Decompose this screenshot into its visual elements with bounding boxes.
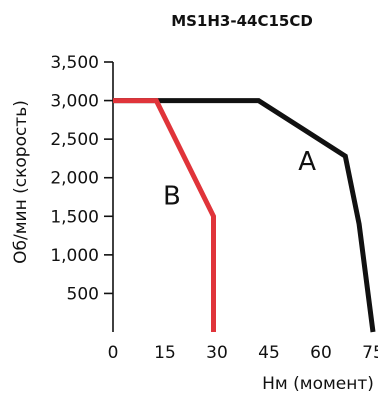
y-tick-label: 2,000: [50, 169, 99, 189]
axes: [104, 61, 114, 332]
y-tick-label: 3,500: [50, 53, 99, 73]
y-axis-label: Об/мин (скорость): [11, 100, 31, 264]
series-line-b: [113, 98, 216, 332]
chart-title: MS1H3-44C15CD: [171, 12, 313, 30]
x-tick-label: 45: [258, 343, 280, 363]
series-line-a: [113, 98, 376, 333]
y-axis-label-group: Об/мин (скорость): [11, 100, 31, 264]
x-tick-label: 30: [206, 343, 228, 363]
x-tick-label: 15: [154, 343, 176, 363]
y-tick-label: 1,000: [50, 246, 99, 266]
x-axis-label: Нм (момент): [262, 374, 374, 394]
curve-labels: AB: [163, 147, 316, 212]
y-tick-label: 500: [67, 284, 99, 304]
curve-label-b: B: [163, 182, 181, 212]
series-group: [113, 98, 376, 333]
x-tick-label: 75: [362, 343, 378, 363]
x-tick-label: 60: [310, 343, 332, 363]
curve-label-a: A: [298, 147, 316, 177]
y-tick-label: 1,500: [50, 207, 99, 227]
y-tick-label: 2,500: [50, 130, 99, 150]
tick-labels: 500 1,000 1,500 2,000 2,500 3,000 3,500 0 15 30 45…: [50, 53, 378, 363]
y-tick-label: 3,000: [50, 92, 99, 112]
x-tick-label: 0: [108, 343, 119, 363]
